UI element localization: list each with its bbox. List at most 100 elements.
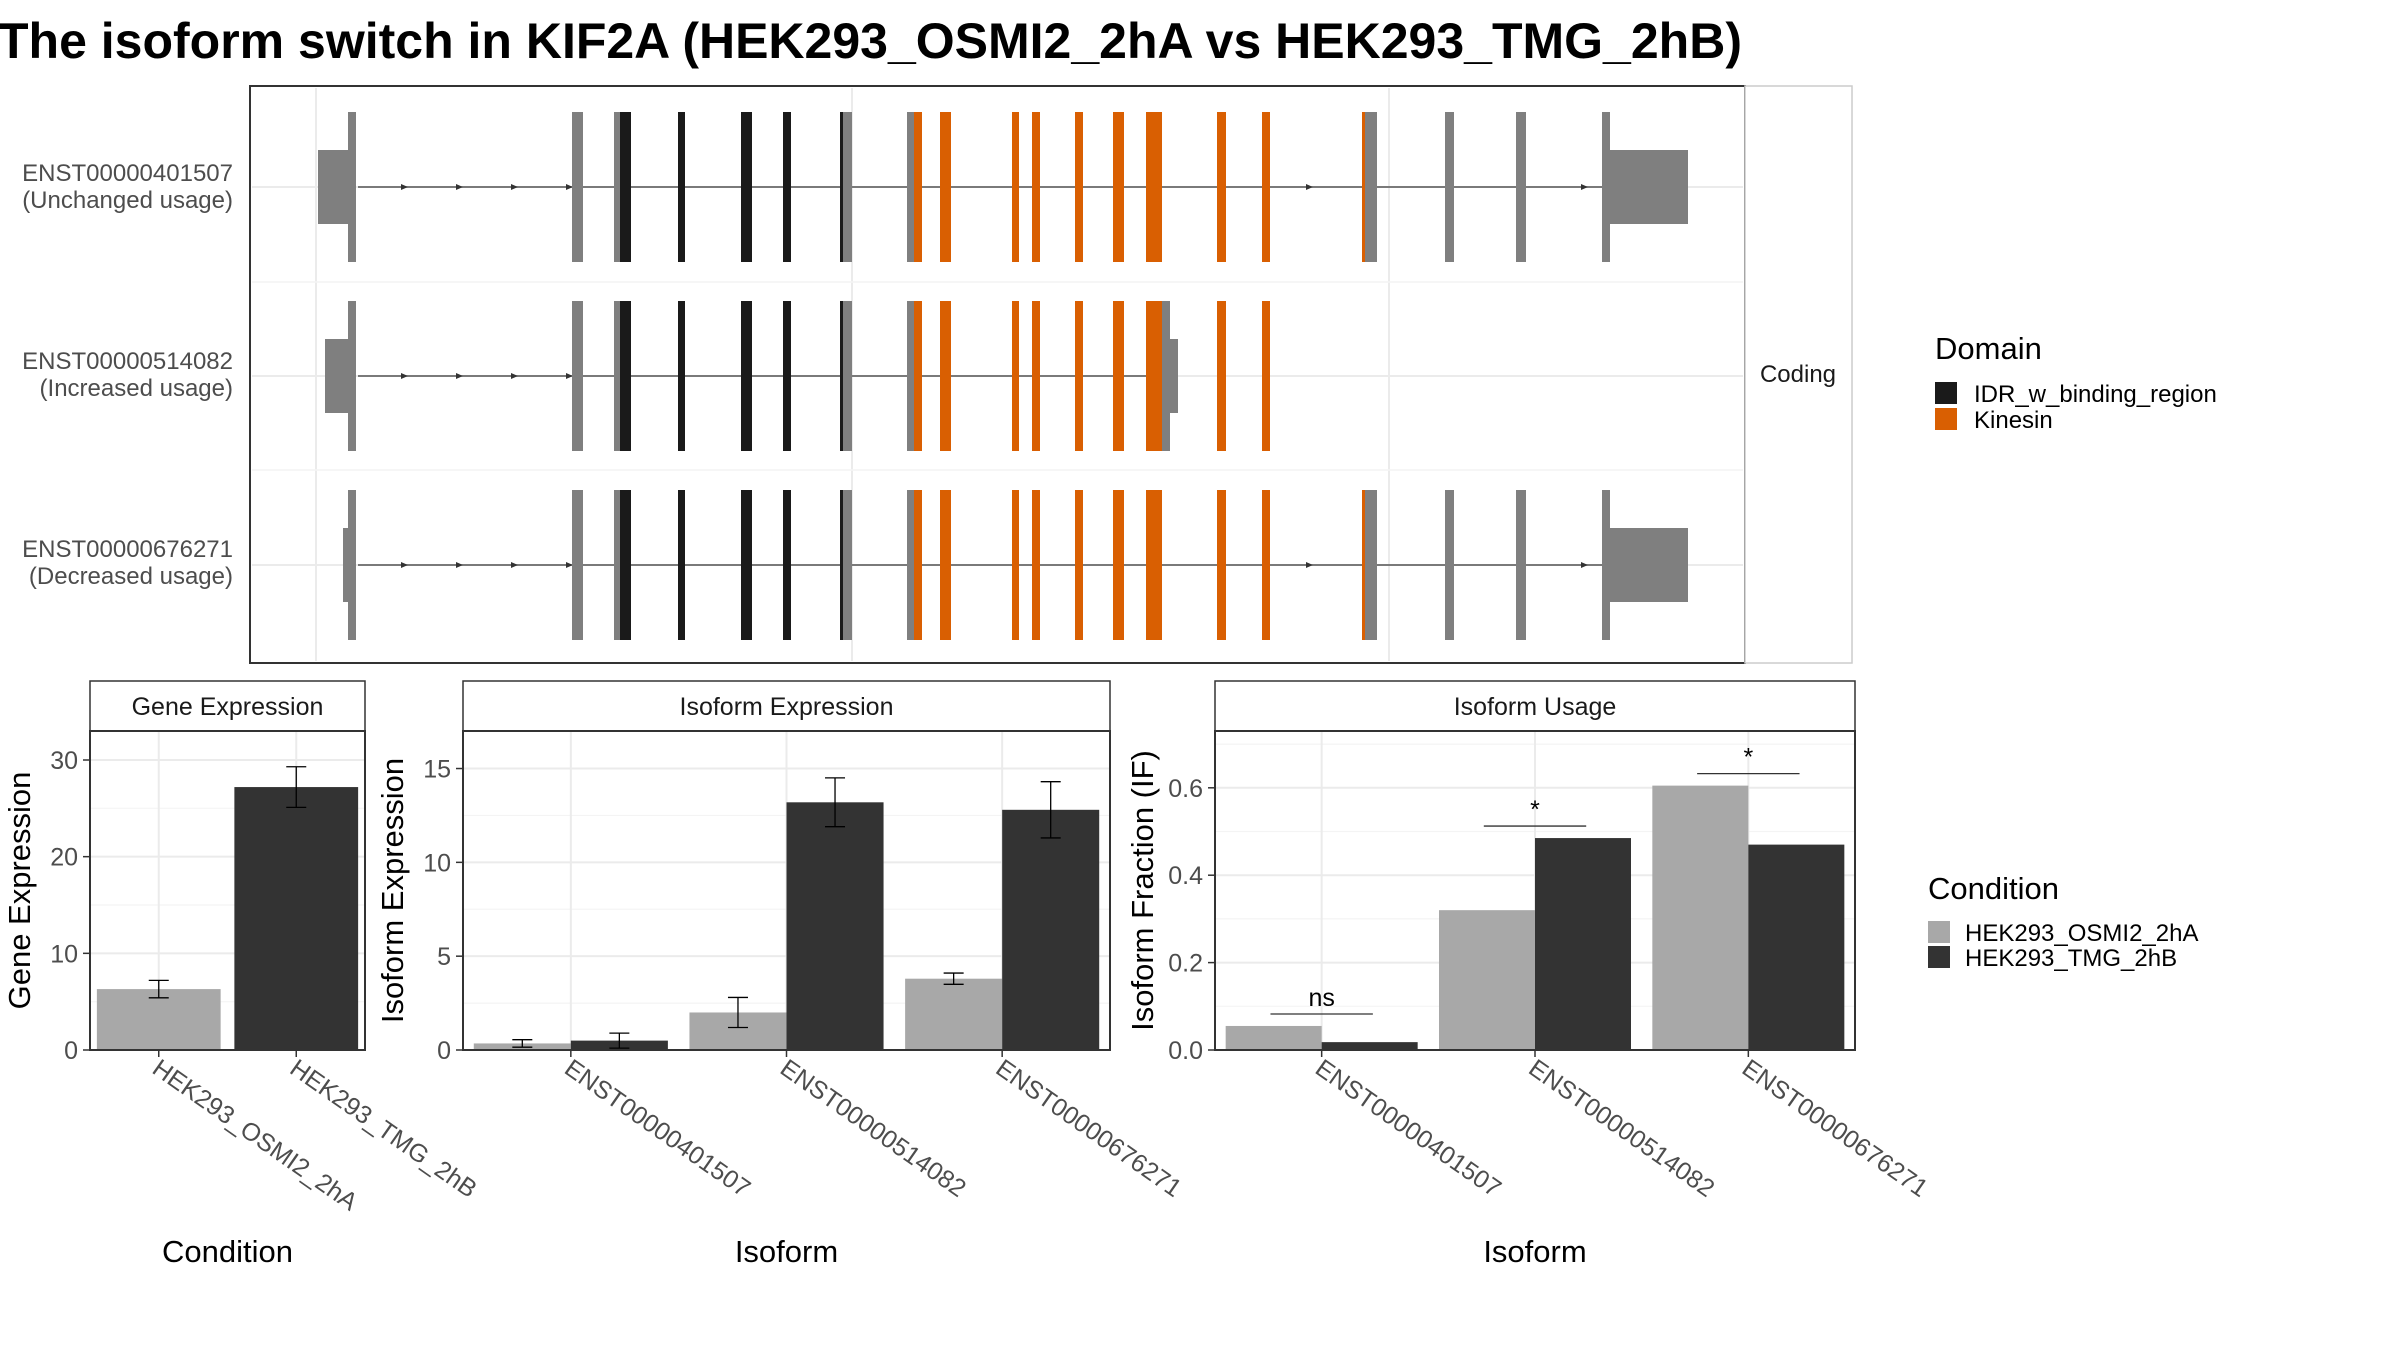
x-axis-title: Condition xyxy=(162,1234,293,1269)
exon-block xyxy=(348,301,356,451)
y-tick-label: 0 xyxy=(64,1037,78,1065)
x-tick-label: ENST00000514082 xyxy=(775,1054,971,1203)
structure-panel-bg xyxy=(249,85,1746,664)
condition-legend-title: Condition xyxy=(1928,871,2059,906)
bar xyxy=(786,802,884,1050)
kinesin-domain-exon xyxy=(913,490,922,640)
transcript-track xyxy=(343,490,1688,640)
kinesin-domain-exon xyxy=(1012,301,1019,451)
exon-block xyxy=(1602,112,1610,262)
y-tick-label: 15 xyxy=(423,756,451,784)
strand-arrow xyxy=(401,562,408,568)
transcript-id-label: ENST00000401507 xyxy=(22,160,233,187)
exon-block xyxy=(614,301,623,451)
exon-block xyxy=(783,490,791,640)
kinesin-domain-exon xyxy=(1262,112,1270,262)
kinesin-domain-exon xyxy=(1217,112,1226,262)
x-tick-label: ENST00000401507 xyxy=(559,1054,755,1203)
exon-block xyxy=(678,301,685,451)
kinesin-domain-exon xyxy=(1262,301,1270,451)
domain-legend-title: Domain xyxy=(1935,331,2042,366)
exon-block xyxy=(614,490,623,640)
plot-title: The isoform switch in KIF2A (HEK293_OSMI… xyxy=(0,13,1742,69)
kinesin-domain-exon xyxy=(940,490,951,640)
kinesin-domain-exon xyxy=(1113,301,1124,451)
bar xyxy=(234,787,359,1050)
legend-label-cond-a: HEK293_OSMI2_2hA xyxy=(1965,920,2198,947)
kinesin-domain-exon xyxy=(1146,301,1162,451)
exon-block xyxy=(678,112,685,262)
exon-block xyxy=(741,112,752,262)
utr-block xyxy=(1610,528,1688,602)
utr-block xyxy=(1610,150,1688,224)
strand-arrow xyxy=(401,373,408,379)
kinesin-domain-exon xyxy=(940,301,951,451)
x-axis-title: Isoform xyxy=(735,1234,838,1269)
y-tick-label: 0 xyxy=(437,1037,451,1065)
legend-key-idr xyxy=(1935,382,1957,404)
exon-block xyxy=(843,112,852,262)
exon-block xyxy=(572,112,583,262)
strand-arrow xyxy=(401,184,408,190)
kinesin-domain-exon xyxy=(1032,301,1040,451)
kinesin-domain-exon xyxy=(1146,112,1162,262)
bar xyxy=(1321,1042,1418,1050)
y-tick-label: 5 xyxy=(437,943,451,971)
exon-block xyxy=(678,490,685,640)
strand-arrow xyxy=(511,562,518,568)
bar xyxy=(1652,785,1749,1050)
x-tick-label: ENST00000401507 xyxy=(1310,1054,1506,1203)
panel-title: Isoform Expression xyxy=(680,693,894,721)
bar xyxy=(905,978,1003,1050)
exon-block xyxy=(1162,301,1170,451)
panel-strip xyxy=(89,680,366,732)
idr-domain-exon xyxy=(620,490,631,640)
kinesin-domain-exon xyxy=(1032,490,1040,640)
y-tick-label: 20 xyxy=(50,844,78,872)
y-tick-label: 30 xyxy=(50,747,78,775)
transcript-labels: ENST00000401507 (Unchanged usage) ENST00… xyxy=(22,160,233,590)
transcript-track xyxy=(318,112,1688,262)
exon-block xyxy=(1364,112,1377,262)
panel-border xyxy=(89,730,366,1051)
x-tick-label: ENST00000514082 xyxy=(1524,1054,1720,1203)
kinesin-domain-exon xyxy=(1075,301,1083,451)
transcript-usage-label: (Increased usage) xyxy=(40,375,233,402)
exon-block xyxy=(741,301,752,451)
legend-label-kinesin: Kinesin xyxy=(1974,407,2053,434)
idr-domain-exon xyxy=(620,112,631,262)
y-axis-title: Gene Expression xyxy=(2,772,37,1010)
y-tick-label: 10 xyxy=(423,849,451,877)
transcript-id-label: ENST00000676271 xyxy=(22,536,233,563)
strand-arrow xyxy=(511,373,518,379)
panel-title: Isoform Usage xyxy=(1454,693,1617,721)
kinesin-domain-exon xyxy=(1113,490,1124,640)
strand-arrow xyxy=(456,562,463,568)
panel-strip xyxy=(462,680,1111,732)
x-tick-label: ENST00000676271 xyxy=(1737,1054,1933,1203)
transcript-id-label: ENST00000514082 xyxy=(22,348,233,375)
x-tick-label: ENST00000676271 xyxy=(991,1054,1187,1203)
isoform-usage-chart: Isoform Usage 0.0 0.2 0.4 0.6 ENST00000401507… xyxy=(1125,680,1933,1269)
strand-arrow xyxy=(456,184,463,190)
legend-label-idr: IDR_w_binding_region xyxy=(1974,381,2217,408)
kinesin-domain-exon xyxy=(940,112,951,262)
exon-block xyxy=(614,112,623,262)
exon-block xyxy=(1516,490,1526,640)
panel-border xyxy=(462,730,1111,1051)
exon-block xyxy=(572,490,583,640)
bar xyxy=(1535,838,1631,1050)
exon-block xyxy=(907,490,914,640)
kinesin-domain-exon xyxy=(1362,490,1365,640)
strand-arrow xyxy=(566,562,573,568)
transcript-usage-label: (Decreased usage) xyxy=(29,563,233,590)
y-tick-label: 0.2 xyxy=(1168,950,1203,978)
y-axis-title: Isoform Expression xyxy=(375,758,410,1023)
exon-block xyxy=(1445,112,1454,262)
utr-block xyxy=(343,528,348,602)
transcript-track xyxy=(325,301,1270,451)
exon-block xyxy=(783,301,791,451)
transcript-usage-label: (Unchanged usage) xyxy=(22,187,233,214)
legend-key-cond-b xyxy=(1928,946,1950,968)
y-tick-label: 0.4 xyxy=(1168,862,1203,890)
